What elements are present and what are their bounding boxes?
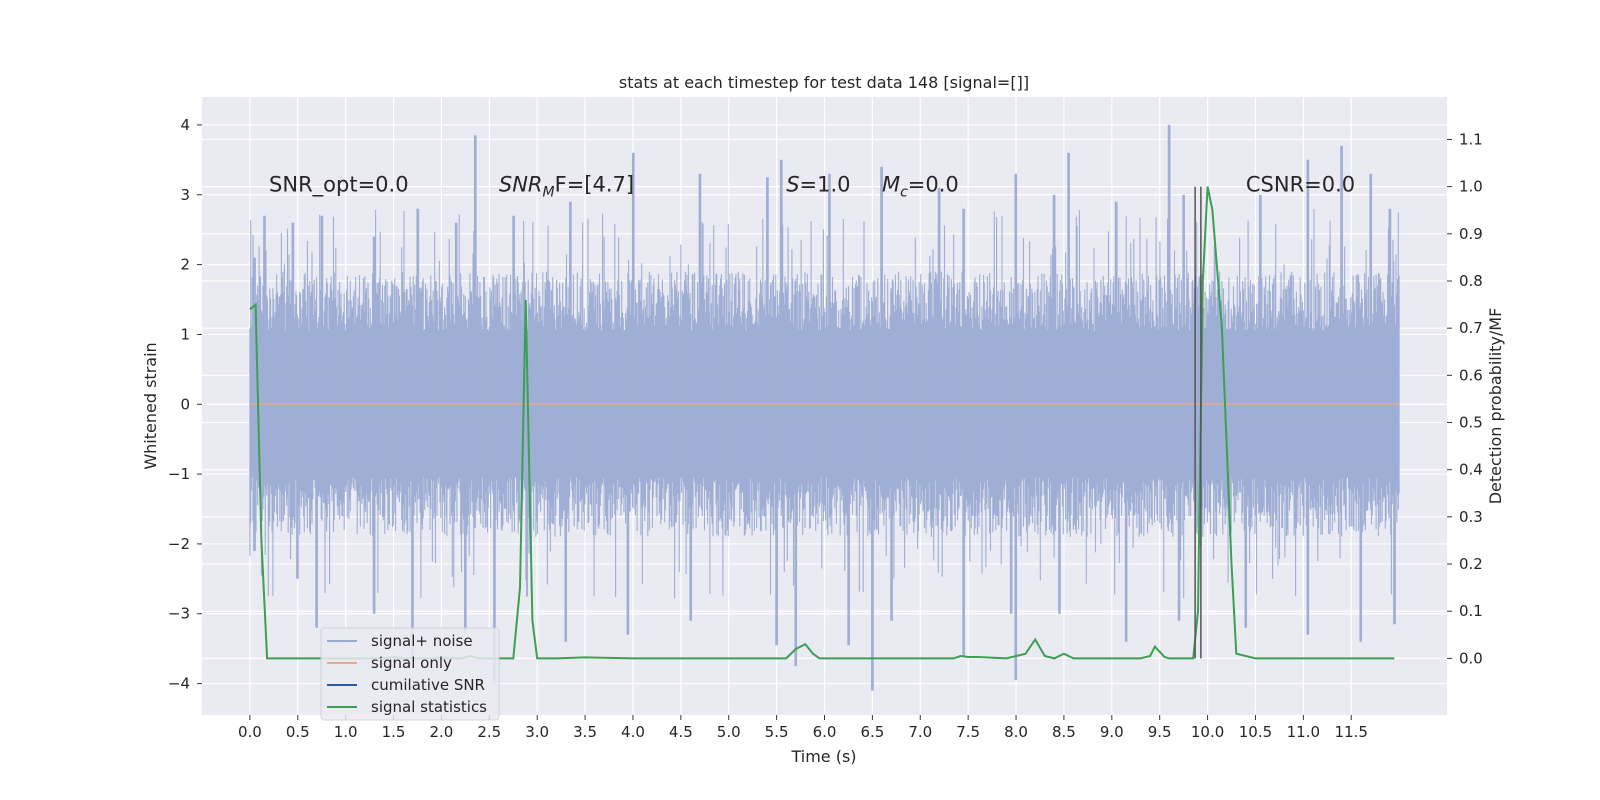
x-tick-label: 7.0 <box>908 723 932 741</box>
x-tick-label: 11.0 <box>1287 723 1320 741</box>
legend-box <box>320 627 500 721</box>
y2-tick-label: 1.1 <box>1459 130 1483 148</box>
x-tick-label: 5.0 <box>717 723 741 741</box>
y-axis-label: Whitened strain <box>141 342 160 469</box>
legend: signal+ noise signal only cumilative SNR si… <box>320 627 500 721</box>
annotation-3: Mc=0.0 <box>882 172 959 200</box>
x-tick-label: 6.0 <box>813 723 837 741</box>
y-tick-label: −3 <box>168 605 190 623</box>
y-tick-label: −4 <box>168 675 190 693</box>
y-tick-label: 3 <box>180 186 190 204</box>
x-tick-label: 6.5 <box>860 723 884 741</box>
y-tick-label: 2 <box>180 256 190 274</box>
annotation-text: S <box>786 172 799 196</box>
x-tick-label: 0.0 <box>238 723 262 741</box>
y2-tick-label: 0.3 <box>1459 508 1483 526</box>
x-tick-label: 2.5 <box>477 723 501 741</box>
x-tick-label: 1.0 <box>334 723 358 741</box>
x-tick-label: 4.0 <box>621 723 645 741</box>
annotation-text: SNR_opt=0.0 <box>269 172 409 197</box>
y-tick-label: −1 <box>168 465 190 483</box>
x-tick-label: 10.5 <box>1239 723 1272 741</box>
y2-tick-label: 0.1 <box>1459 602 1483 620</box>
x-tick-label: 1.5 <box>382 723 406 741</box>
annotation-suffix: =0.0 <box>908 172 959 196</box>
x-tick-label: 8.0 <box>1004 723 1028 741</box>
x-tick-label: 11.5 <box>1335 723 1368 741</box>
annotation-4: CSNR=0.0 <box>1246 172 1355 196</box>
y2-tick-label: 0.6 <box>1459 366 1483 384</box>
x-tick-label: 3.0 <box>525 723 549 741</box>
y2-tick-label: 0.5 <box>1459 414 1483 432</box>
annotation-2: S=1.0 <box>786 172 850 196</box>
annotation-text: M <box>882 172 900 196</box>
legend-label: signal+ noise <box>371 632 473 650</box>
x-tick-label: 8.5 <box>1052 723 1076 741</box>
y2-tick-label: 0.4 <box>1459 461 1483 479</box>
annotation-text: SNR <box>499 172 543 196</box>
y-tick-label: 0 <box>180 395 190 413</box>
x-tick-label: 9.0 <box>1100 723 1124 741</box>
plot-area: 0.0 0.5 1.0 1.5 2.0 2.5 3.0 3.5 4.0 4.5 5.0 5.5 6.0 6… <box>168 97 1483 741</box>
x-axis-label: Time (s) <box>790 747 856 766</box>
x-tick-label: 10.0 <box>1191 723 1224 741</box>
y2-tick-label: 0.9 <box>1459 225 1483 243</box>
legend-label: signal only <box>371 654 452 672</box>
y-tick-label: 4 <box>180 116 190 134</box>
x-tick-label: 4.5 <box>669 723 693 741</box>
annotation-subscript: c <box>900 184 908 200</box>
x-tick-label: 0.5 <box>286 723 310 741</box>
y2-tick-label: 0.8 <box>1459 272 1483 290</box>
y2-tick-label: 0.2 <box>1459 555 1483 573</box>
y-tick-label: 1 <box>180 325 190 343</box>
y2-tick-label: 0.0 <box>1459 649 1483 667</box>
x-tick-label: 7.5 <box>956 723 980 741</box>
x-tick-label: 3.5 <box>573 723 597 741</box>
annotation-suffix: =1.0 <box>800 172 851 196</box>
annotation-0: SNR_opt=0.0 <box>269 172 409 197</box>
y-tick-label: −2 <box>168 535 190 553</box>
y2-tick-label: 1.0 <box>1459 178 1483 196</box>
y2-tick-label: 0.7 <box>1459 319 1483 337</box>
x-tick-label: 5.5 <box>765 723 789 741</box>
legend-label: cumilative SNR <box>371 676 485 694</box>
x-tick-label: 9.5 <box>1148 723 1172 741</box>
legend-label: signal statistics <box>371 698 487 716</box>
chart-title: stats at each timestep for test data 148… <box>619 73 1029 92</box>
y2-axis-label: Detection probability/MF <box>1486 308 1505 505</box>
annotation-subscript: M <box>543 184 555 200</box>
annotation-text: CSNR=0.0 <box>1246 172 1355 196</box>
annotation-1: SNRMF=[4.7] <box>499 172 634 200</box>
x-tick-label: 2.0 <box>429 723 453 741</box>
annotation-suffix: F=[4.7] <box>555 172 634 196</box>
